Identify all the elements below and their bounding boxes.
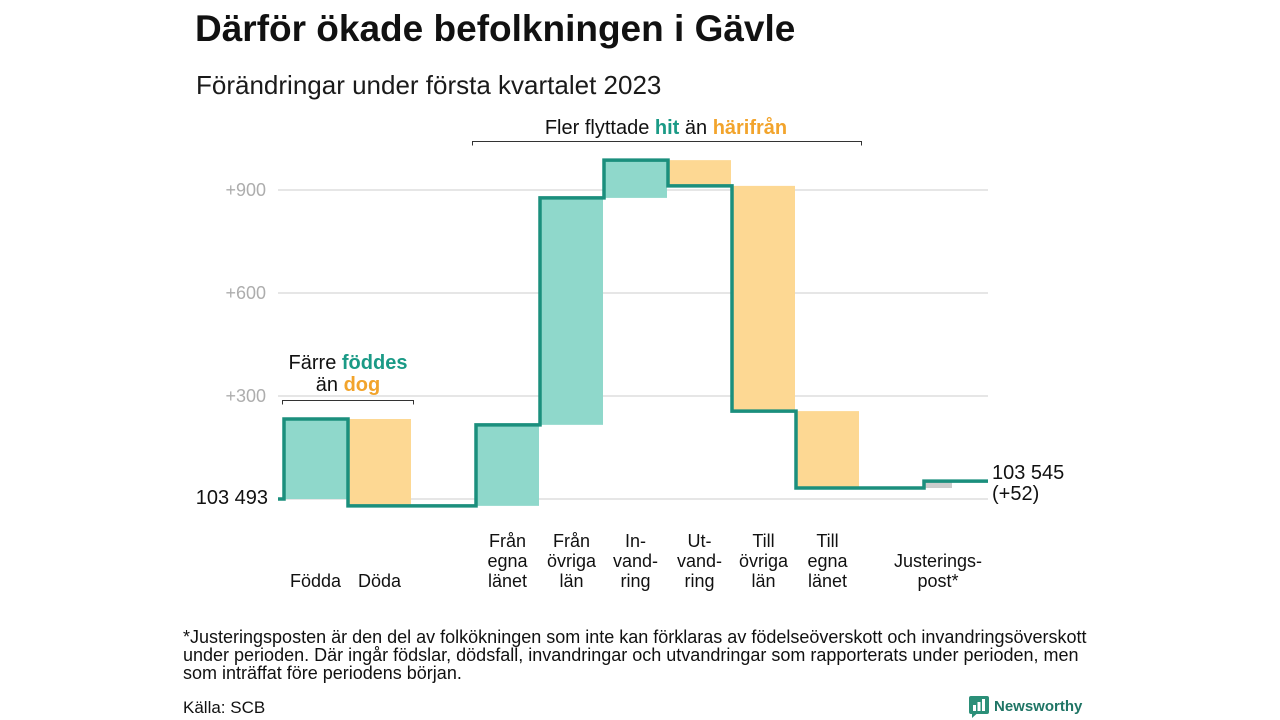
y-axis-tick-labels: +300 +600 +900 bbox=[225, 180, 266, 406]
migration-annotation: Fler flyttade hit än härifrån bbox=[472, 116, 862, 146]
x-label-line: Från bbox=[489, 531, 526, 551]
x-label-line: egna bbox=[487, 551, 528, 571]
waterfall-bars bbox=[284, 160, 952, 506]
cumulative-step-line bbox=[278, 158, 988, 508]
logo-wordmark: Newsworthy bbox=[994, 698, 1083, 715]
bar-ut-vand-ring bbox=[668, 160, 731, 186]
annotation-highlight-deaths: dog bbox=[344, 374, 381, 396]
x-label-line: länet bbox=[808, 571, 847, 591]
start-population-label: 103 493 bbox=[196, 487, 268, 509]
x-label-line: län bbox=[751, 571, 775, 591]
births-annotation-line-1: Färre föddes bbox=[289, 352, 408, 374]
x-label-line: Ut- bbox=[688, 531, 712, 551]
x-label-justerings-post: Justerings-post* bbox=[894, 551, 982, 591]
bar-till-ovriga-lan bbox=[732, 185, 795, 412]
x-label-line: län bbox=[559, 571, 583, 591]
bar-fran-ovriga-lan bbox=[540, 197, 603, 425]
births-annotation-line-2: än dog bbox=[316, 374, 380, 396]
bar-till-egna-lanet bbox=[796, 411, 859, 489]
annotation-highlight-out: härifrån bbox=[713, 116, 787, 139]
footnote: *Justeringsposten är den del av folkökni… bbox=[183, 627, 1087, 683]
migration-bracket bbox=[472, 141, 862, 146]
births-annotation: Färre föddes än dog bbox=[282, 352, 414, 405]
x-label-line: Justerings- bbox=[894, 551, 982, 571]
x-label-line: ring bbox=[620, 571, 650, 591]
bar-justerings-post bbox=[924, 481, 952, 489]
x-label-line: ring bbox=[684, 571, 714, 591]
annotation-highlight-births: föddes bbox=[342, 352, 408, 374]
annotation-word: Färre bbox=[289, 352, 337, 374]
x-label-line: Födda bbox=[290, 571, 342, 591]
migration-annotation-text: Fler flyttade hit än härifrån bbox=[545, 116, 787, 139]
source-credit: Källa: SCB bbox=[183, 698, 266, 717]
x-label-till-egna-lanet: Till egna länet bbox=[807, 531, 848, 591]
x-label-fran-ovriga-lan: Från övriga län bbox=[547, 531, 597, 591]
x-label-line: övriga bbox=[739, 551, 789, 571]
total-change-label: (+52) bbox=[992, 483, 1039, 505]
x-label-line: Till bbox=[816, 531, 838, 551]
y-tick-label: +600 bbox=[225, 283, 266, 303]
bar-fran-egna-lanet bbox=[476, 424, 539, 506]
x-label-till-ovriga-lan: Till övriga län bbox=[739, 531, 789, 591]
x-label-ut-vand-ring: Ut-vand-ring bbox=[677, 531, 722, 591]
x-label-line: In- bbox=[625, 531, 646, 551]
bar-doda bbox=[348, 419, 411, 506]
x-label-fodda: Födda bbox=[290, 571, 342, 591]
y-tick-label: +900 bbox=[225, 180, 266, 200]
annotation-word: än bbox=[316, 374, 338, 396]
chart-subtitle: Förändringar under första kvartalet 2023 bbox=[196, 70, 662, 100]
bar-fodda bbox=[284, 419, 347, 500]
births-bracket bbox=[282, 400, 414, 405]
x-label-line: Döda bbox=[358, 571, 402, 591]
x-label-in-vand-ring: In-vand-ring bbox=[613, 531, 658, 591]
x-label-line: vand- bbox=[677, 551, 722, 571]
annotation-highlight-in: hit bbox=[655, 117, 680, 139]
end-population-label: 103 545 bbox=[992, 462, 1064, 484]
newsworthy-logo: Newsworthy bbox=[969, 696, 1082, 718]
bar-chart-speech-icon bbox=[969, 696, 989, 718]
x-label-line: vand- bbox=[613, 551, 658, 571]
x-label-fran-egna-lanet: Från egna länet bbox=[487, 531, 528, 591]
y-tick-label: +300 bbox=[225, 386, 266, 406]
x-label-line: Från bbox=[553, 531, 590, 551]
x-label-line: egna bbox=[807, 551, 848, 571]
x-label-doda: Döda bbox=[358, 571, 402, 591]
bar-in-vand-ring bbox=[604, 160, 667, 198]
x-label-line: övriga bbox=[547, 551, 597, 571]
x-label-line: Till bbox=[752, 531, 774, 551]
annotation-word: Fler flyttade bbox=[545, 117, 649, 139]
x-label-line: länet bbox=[488, 571, 527, 591]
chart-title: Därför ökade befolkningen i Gävle bbox=[195, 8, 796, 49]
annotation-word: än bbox=[685, 117, 707, 139]
x-label-line: post* bbox=[917, 571, 958, 591]
